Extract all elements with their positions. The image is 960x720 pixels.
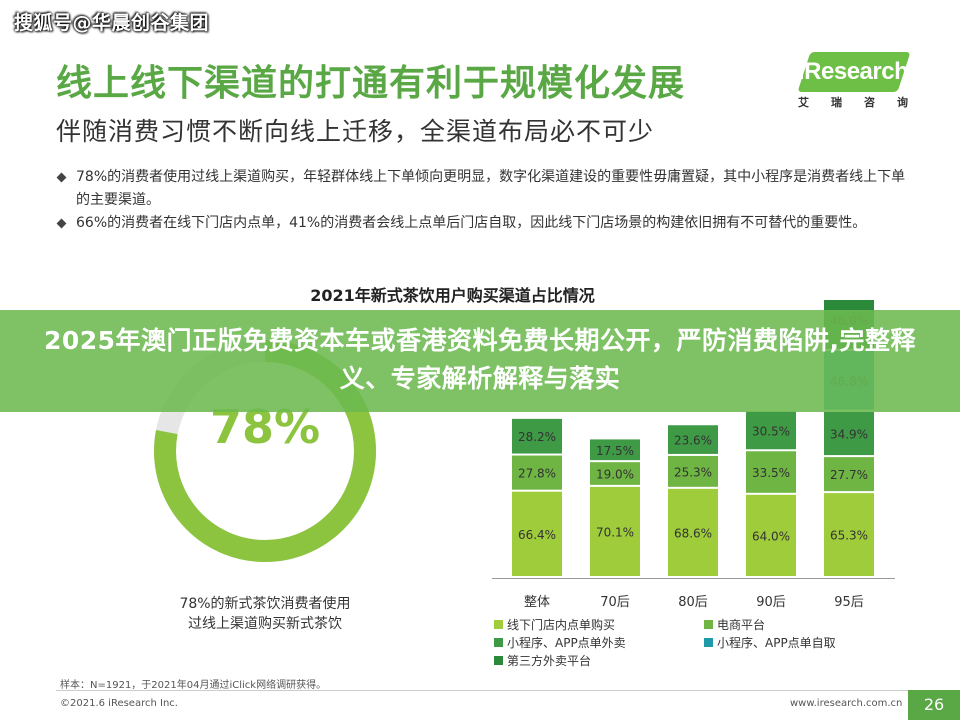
bar-data-label: 25.3% [674,465,712,479]
bar-segment [668,455,718,487]
donut-caption: 78%的新式茶饮消费者使用 过线上渠道购买新式茶饮 [120,594,410,634]
overlay-banner [0,310,960,412]
bar-data-label: 30.5% [752,424,790,438]
x-tick-label: 70后 [600,595,630,610]
overlay-banner-text: 2025年澳门正版免费资本车或香港资料免费长期公开，严防消费陷阱,完整释义、专家… [43,326,917,393]
bullet-text: 66%的消费者在线下门店内点单，41%的消费者会线上点单后门店自取，因此线下门店… [76,215,867,231]
x-tick-label: 95后 [834,595,864,610]
donut-caption-line: 过线上渠道购买新式茶饮 [188,616,342,632]
bar-data-label: 33.5% [752,466,790,480]
bar-segment [512,418,562,454]
bar-data-label: 19.0% [596,468,634,482]
bar-segment [824,457,874,492]
chart-title: 2021年新式茶饮用户购买渠道占比情况 [310,286,595,305]
diamond-bullet-icon [56,218,67,229]
bar-segment [746,494,796,576]
diamond-bullet-icon [56,172,67,183]
legend-item: 电商平台 [704,616,765,633]
slide-subtitle: 伴随消费习惯不断向线上迁移，全渠道布局必不可少 [56,117,655,146]
bullet-item: 66%的消费者在线下门店内点单，41%的消费者会线上点单后门店自取，因此线下门店… [56,212,916,235]
bar-segment [668,425,718,454]
legend-label: 小程序、APP点单自取 [717,636,836,650]
bar-segment [590,439,640,461]
website: www.iresearch.com.cn [790,698,903,709]
legend-item: 第三方外卖平台 [494,652,591,669]
x-tick-label: 80后 [678,595,708,610]
donut-caption-line: 78%的新式茶饮消费者使用 [179,596,351,612]
legend-item: 小程序、APP点单自取 [704,634,836,651]
bar-segment [824,493,874,576]
bar-data-label: 66.4% [518,528,556,542]
legend-swatch [704,620,713,629]
bar-data-label: 70.1% [596,525,634,539]
logo-text: iResearch [798,58,909,85]
legend-label: 第三方外卖平台 [507,654,592,668]
bar-segment [512,455,562,490]
legend-label: 小程序、APP点单外卖 [507,636,626,650]
bar-segment [746,451,796,493]
bar-segment [590,486,640,576]
bar-data-label: 23.6% [674,434,712,448]
legend-item: 小程序、APP点单外卖 [494,634,626,651]
legend-swatch [494,656,503,665]
bar-data-label: 64.0% [752,529,790,543]
logo-sub-char: 询 [897,96,908,109]
logo-sub-char: 瑞 [831,96,842,109]
bar-segment [512,491,562,576]
bar-data-label: 28.2% [518,430,556,444]
logo-sub-char: 咨 [864,96,875,109]
footnote: 样本：N=1921，于2021年04月通过iClick网络调研获得。 [60,680,327,691]
x-tick-label: 整体 [524,595,550,610]
bar-segment [746,411,796,450]
legend-swatch [704,638,713,647]
logo-sub-char: 艾 [798,96,809,109]
bar-data-label: 68.6% [674,526,712,540]
logo-subtitle: 艾 瑞 咨 询 [798,94,908,110]
copyright: ©2021.6 iResearch Inc. [60,698,178,709]
legend-swatch [494,638,503,647]
page-number: 26 [908,690,960,720]
legend-swatch [494,620,503,629]
legend-label: 线下门店内点单购买 [507,618,616,632]
iresearch-logo: iResearch 艾 瑞 咨 询 [792,50,914,109]
bullet-list: 78%的消费者使用过线上渠道购买，年轻群体线上下单倾向更明显，数字化渠道建设的重… [56,166,916,235]
footer-divider [56,690,908,691]
legend-label: 电商平台 [717,618,766,632]
legend-item: 线下门店内点单购买 [494,616,615,633]
bar-segment [590,462,640,485]
bar-data-label: 34.9% [830,427,868,441]
bar-segment [824,411,874,456]
bar-data-label: 17.5% [596,444,634,458]
bullet-item: 78%的消费者使用过线上渠道购买，年轻群体线上下单倾向更明显，数字化渠道建设的重… [56,166,916,212]
bar-data-label: 27.7% [830,468,868,482]
bar-data-label: 65.3% [830,529,868,543]
bar-data-label: 27.8% [518,467,556,481]
x-tick-label: 90后 [756,595,786,610]
bullet-text: 78%的消费者使用过线上渠道购买，年轻群体线上下单倾向更明显，数字化渠道建设的重… [76,169,906,208]
slide-title: 线上线下渠道的打通有利于规模化发展 [56,63,686,104]
bar-segment [668,488,718,576]
watermark: 搜狐号@华晨创谷集团 [14,12,210,34]
